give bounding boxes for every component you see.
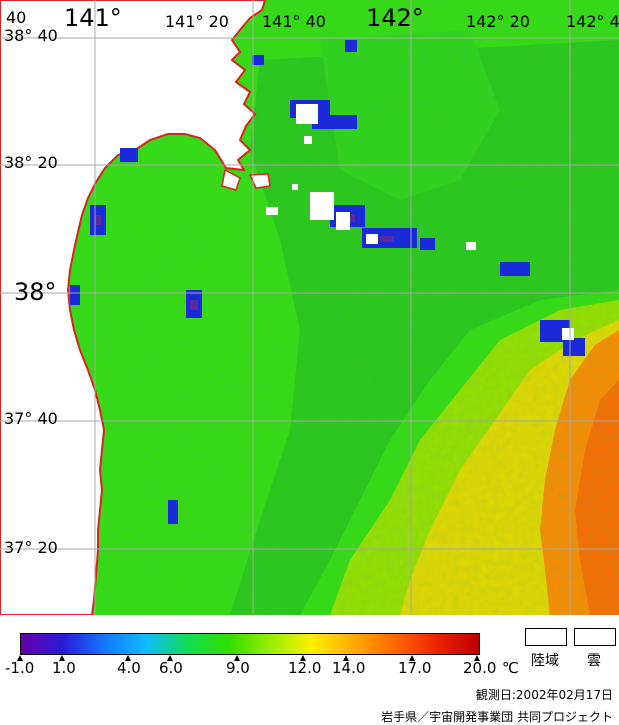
graticule [0,0,619,615]
legend-label: 4.0 [117,659,141,677]
land-legend-label: 陸域 [531,653,559,669]
legend-tick [17,655,23,661]
legend-tick [167,655,173,661]
legend-label: 6.0 [159,659,183,677]
lat-label-38-20: 38° 20 [4,153,58,172]
coastal-land-bit [221,168,241,191]
coastal-land-bit [248,173,271,189]
legend-label: 17.0 [398,659,432,677]
lat-label-37-40: 37° 40 [4,409,58,428]
legend-label: 20.0 [463,659,497,677]
land-swatch [525,628,567,646]
lon-label-141-40: 141° 40 [262,12,326,31]
sea-surface-temperature-map [0,0,619,615]
project-credit: 岩手県／宇宙開発事業団 共同プロジェクト [381,710,613,724]
legend-tick [409,655,415,661]
legend-label: -1.0 [5,659,35,677]
legend-label: 9.0 [226,659,250,677]
legend-tick [234,655,240,661]
legend-tick [125,655,131,661]
lon-label-142-40: 142° 4 [566,12,619,31]
lat-label-38-40: 38° 40 [4,26,58,45]
lat-label-38: 38° [14,278,57,306]
cloud-legend-label: 雲 [587,653,601,669]
land-area [0,0,267,615]
lat-label-37-20: 37° 20 [4,538,58,557]
lon-label-141: 141° [64,4,122,32]
observation-date: 観測日:2002年02月17日 [475,688,613,702]
legend-label: 1.0 [52,659,76,677]
legend-tick [300,655,306,661]
legend-label: 12.0 [288,659,322,677]
lon-label-142: 142° [366,4,424,32]
cloud-patches [266,104,574,340]
legend-tick [474,655,480,661]
temperature-color-scale [20,633,480,655]
legend-tick [59,655,65,661]
lon-label-142-20: 142° 20 [466,12,530,31]
corner-label: 40 [6,8,27,27]
legend-label: 14.0 [332,659,366,677]
lon-label-141-20: 141° 20 [165,12,229,31]
legend-tick [343,655,349,661]
cloud-swatch [574,628,616,646]
legend-unit: ℃ [502,659,519,677]
